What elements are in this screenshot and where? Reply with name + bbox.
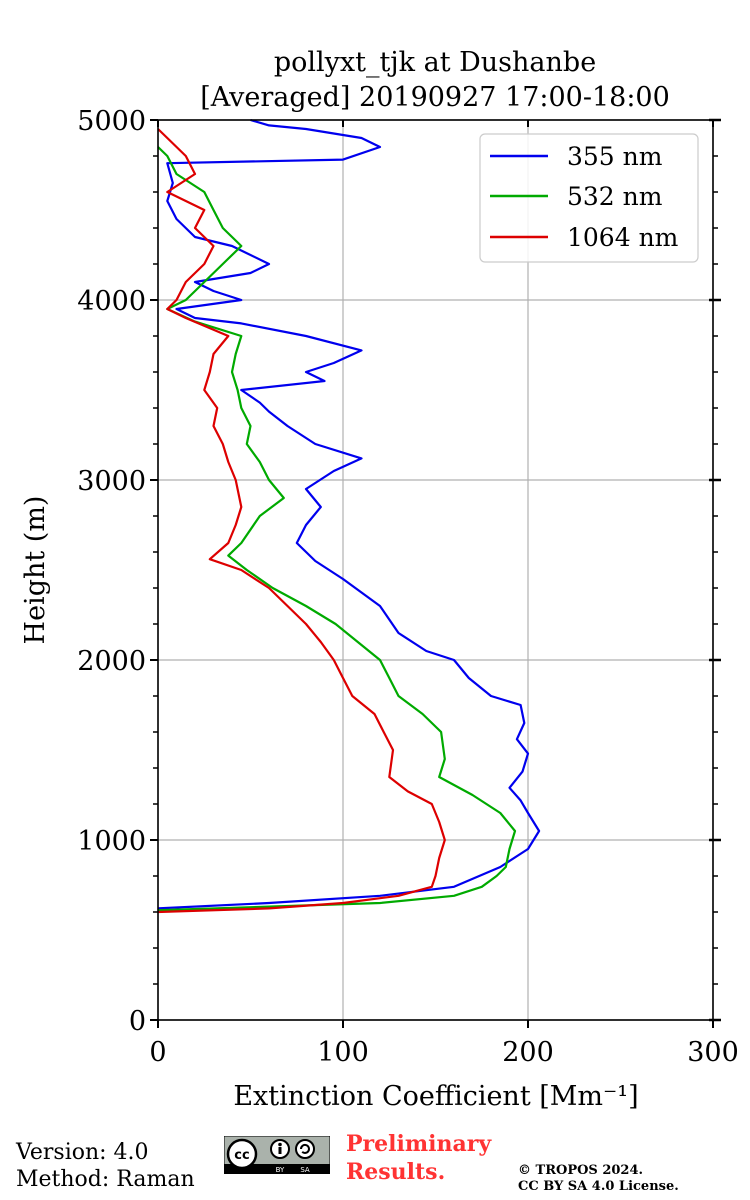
cc-badge-cc-text: cc — [234, 1148, 249, 1163]
legend-label-532: 532 nm — [567, 182, 663, 211]
copyright-line-2: CC BY SA 4.0 License. — [518, 1179, 679, 1194]
cc-license-badge: cc BY SA — [224, 1136, 330, 1174]
cc-badge-by-text: BY — [276, 1166, 285, 1174]
method-text: Method: Raman — [16, 1167, 195, 1192]
share-alike-icon — [295, 1139, 315, 1159]
series-line-1064-nm — [157, 128, 446, 914]
y-tick-label: 3000 — [77, 466, 146, 497]
x-axis-label: Extinction Coefficient [Mm⁻¹] — [233, 1081, 638, 1112]
series-group — [157, 118, 541, 914]
legend-label-355: 355 nm — [567, 142, 663, 171]
copyright-notice: © TROPOS 2024. CC BY SA 4.0 License. — [518, 1163, 679, 1195]
preliminary-line-2: Results. — [346, 1159, 446, 1185]
series-line-355-nm — [157, 118, 541, 910]
y-tick-label: 0 — [129, 1006, 146, 1037]
legend-label-1064: 1064 nm — [567, 223, 679, 252]
x-tick-label: 300 — [687, 1037, 739, 1068]
y-tick-label: 4000 — [77, 286, 146, 317]
y-axis-label: Height (m) — [20, 496, 51, 645]
x-tick-label: 200 — [502, 1037, 554, 1068]
x-tick-label: 100 — [317, 1037, 369, 1068]
version-text: Version: 4.0 — [16, 1140, 149, 1165]
y-tick-label: 2000 — [77, 646, 146, 677]
legend-box — [479, 133, 699, 263]
chart-subtitle: [Averaged] 20190927 17:00-18:00 — [200, 82, 670, 113]
cc-logo-icon — [226, 1138, 258, 1170]
cc-badge-sa-text: SA — [300, 1166, 310, 1174]
chart-title: pollyxt_tjk at Dushanbe — [274, 47, 596, 78]
preliminary-line-1: Preliminary — [346, 1131, 492, 1157]
y-tick-label: 1000 — [77, 826, 146, 857]
y-tick-label: 5000 — [77, 106, 146, 137]
series-line-532-nm — [157, 146, 517, 912]
legend: 355 nm 532 nm 1064 nm — [479, 133, 699, 263]
x-tick-label: 0 — [149, 1037, 166, 1068]
copyright-line-1: © TROPOS 2024. — [518, 1163, 644, 1178]
plot-frame — [157, 119, 714, 1021]
preliminary-notice: Preliminary Results. — [346, 1130, 491, 1186]
